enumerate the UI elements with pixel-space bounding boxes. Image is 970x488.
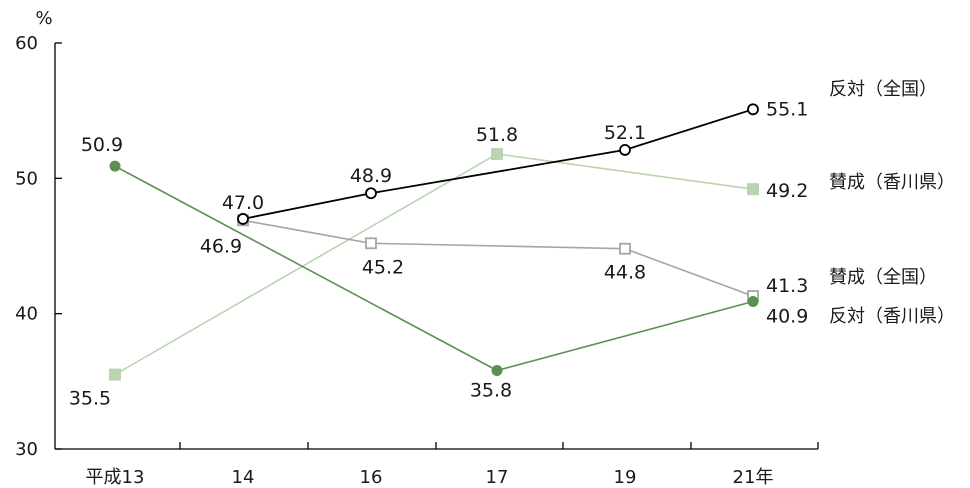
data-label: 47.0 (222, 192, 264, 214)
y-tick-label: 50 (15, 168, 38, 189)
data-label: 44.8 (604, 262, 646, 284)
x-tick-label: 16 (360, 467, 383, 488)
series-layer (109, 103, 759, 381)
data-point-circle (491, 365, 503, 377)
series-line (114, 165, 754, 372)
data-label: 55.1 (766, 98, 808, 120)
data-label: 45.2 (362, 256, 404, 278)
data-point-circle (237, 213, 249, 225)
y-axis-unit: % (35, 8, 52, 29)
data-label: 51.8 (476, 124, 518, 146)
data-label: 35.5 (69, 388, 111, 410)
data-point-square (109, 368, 121, 381)
x-tick-label: 平成13 (86, 467, 145, 488)
x-tick-label: 17 (486, 467, 509, 488)
data-point-circle (747, 103, 759, 116)
legend-label: 賛成（香川県） (829, 172, 955, 193)
legend: 反対（全国） 賛成（香川県） 賛成（全国） 反対（香川県） (829, 79, 955, 327)
data-point-circle (109, 160, 121, 172)
y-axis-ticks: 30 40 50 60 (15, 33, 62, 460)
x-tick-label: 19 (614, 467, 637, 488)
data-labels: 47.0 48.9 52.1 55.1 35.5 51.8 49.2 46.9 45.2 44.8… (69, 98, 808, 409)
x-axis-ticks: 平成13 14 16 17 19 21年 (86, 442, 819, 488)
y-tick-label: 60 (15, 33, 38, 54)
data-point-circle (747, 295, 759, 307)
data-point-square (491, 147, 503, 160)
data-point-circle (619, 144, 631, 156)
data-point-square (747, 183, 759, 196)
data-label: 52.1 (604, 122, 646, 144)
data-label: 46.9 (200, 235, 242, 257)
series-line (114, 153, 754, 376)
data-point-square (365, 237, 377, 250)
data-label: 49.2 (766, 180, 808, 202)
series-line (242, 219, 754, 297)
y-tick-label: 40 (15, 304, 38, 325)
legend-label: 反対（全国） (829, 79, 937, 100)
data-label: 50.9 (81, 134, 123, 156)
x-tick-label: 14 (232, 467, 255, 488)
data-label: 48.9 (350, 165, 392, 187)
data-label: 40.9 (766, 305, 808, 327)
data-label: 35.8 (470, 380, 512, 402)
data-point-circle (365, 187, 377, 200)
legend-label: 賛成（全国） (829, 267, 937, 288)
x-tick-label: 21年 (733, 467, 774, 488)
data-label: 41.3 (766, 275, 808, 297)
y-tick-label: 30 (15, 439, 38, 460)
legend-label: 反対（香川県） (829, 306, 955, 327)
series-line (242, 108, 754, 220)
data-point-square (619, 242, 631, 255)
